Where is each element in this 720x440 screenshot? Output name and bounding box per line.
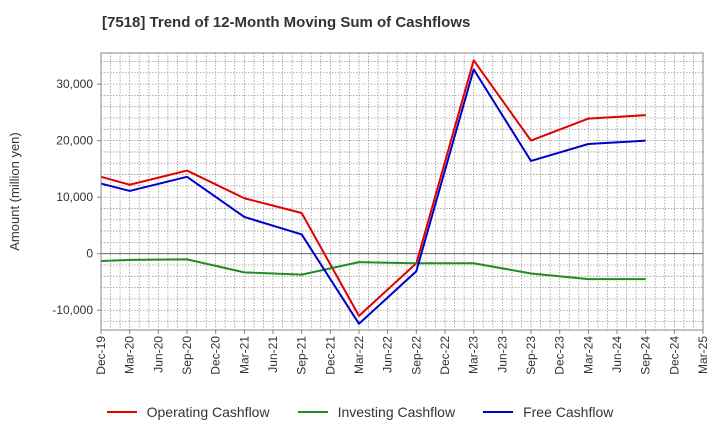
x-tick-label: Jun-20 [151, 336, 165, 373]
x-tick-label: Mar-23 [467, 336, 481, 374]
x-tick-label: Jun-23 [495, 336, 509, 373]
x-tick-label: Sep-20 [180, 336, 194, 375]
series-lines [100, 59, 646, 325]
y-tick-label: 20,000 [56, 134, 93, 148]
plot-frame [100, 52, 704, 331]
y-axis-tick-labels: -10,000 0 10,000 20,000 30,000 [52, 77, 101, 317]
x-tick-label: Sep-22 [409, 336, 423, 375]
y-tick-label: 0 [86, 247, 93, 261]
legend-item: Investing Cashflow [297, 404, 456, 420]
y-tick-label: 10,000 [56, 190, 93, 204]
series-line-free-cashflow [100, 68, 646, 325]
x-tick-label: Mar-24 [581, 336, 595, 374]
legend-item: Free Cashflow [483, 404, 613, 420]
x-tick-label: Jun-21 [266, 336, 280, 373]
legend-label: Operating Cashflow [146, 404, 270, 420]
x-tick-label: Mar-21 [237, 336, 251, 374]
x-tick-label: Dec-22 [438, 336, 452, 375]
vertical-gridlines [110, 53, 694, 330]
x-tick-label: Sep-24 [639, 336, 653, 375]
series-line-investing-cashflow [100, 258, 646, 281]
x-tick-label: Dec-23 [553, 336, 567, 375]
legend-label: Investing Cashflow [337, 404, 456, 420]
plot-area [101, 53, 703, 330]
horizontal-gridlines [101, 61, 703, 322]
legend-swatch [106, 411, 137, 413]
legend-swatch [297, 411, 328, 413]
x-tick-label: Jun-22 [381, 336, 395, 373]
x-tick-label: Jun-24 [610, 336, 624, 373]
x-tick-label: Sep-21 [295, 336, 309, 375]
x-tick-label: Dec-21 [323, 336, 337, 375]
x-tick-label: Dec-24 [667, 336, 681, 375]
legend-swatch [483, 411, 514, 413]
y-tick-label: -10,000 [52, 303, 93, 317]
x-tick-label: Sep-23 [524, 336, 538, 375]
x-axis-tick-labels: Dec-19 Mar-20 Jun-20 Sep-20 Dec-20 Mar-21 Jun-… [94, 330, 710, 375]
legend: Operating Cashflow Investing Cashflow Free… [0, 404, 720, 420]
series-line-operating-cashflow [100, 59, 646, 317]
x-tick-label: Dec-19 [94, 336, 108, 375]
x-tick-label: Mar-25 [696, 336, 710, 374]
y-axis-label: Amount (million yen) [7, 132, 22, 251]
x-tick-label: Dec-20 [209, 336, 223, 375]
y-tick-label: 30,000 [56, 77, 93, 91]
x-tick-label: Mar-22 [352, 336, 366, 374]
chart-title: [7518] Trend of 12-Month Moving Sum of C… [102, 14, 471, 31]
legend-label: Free Cashflow [523, 404, 614, 420]
x-tick-label: Mar-20 [123, 336, 137, 374]
legend-item: Operating Cashflow [106, 404, 270, 420]
